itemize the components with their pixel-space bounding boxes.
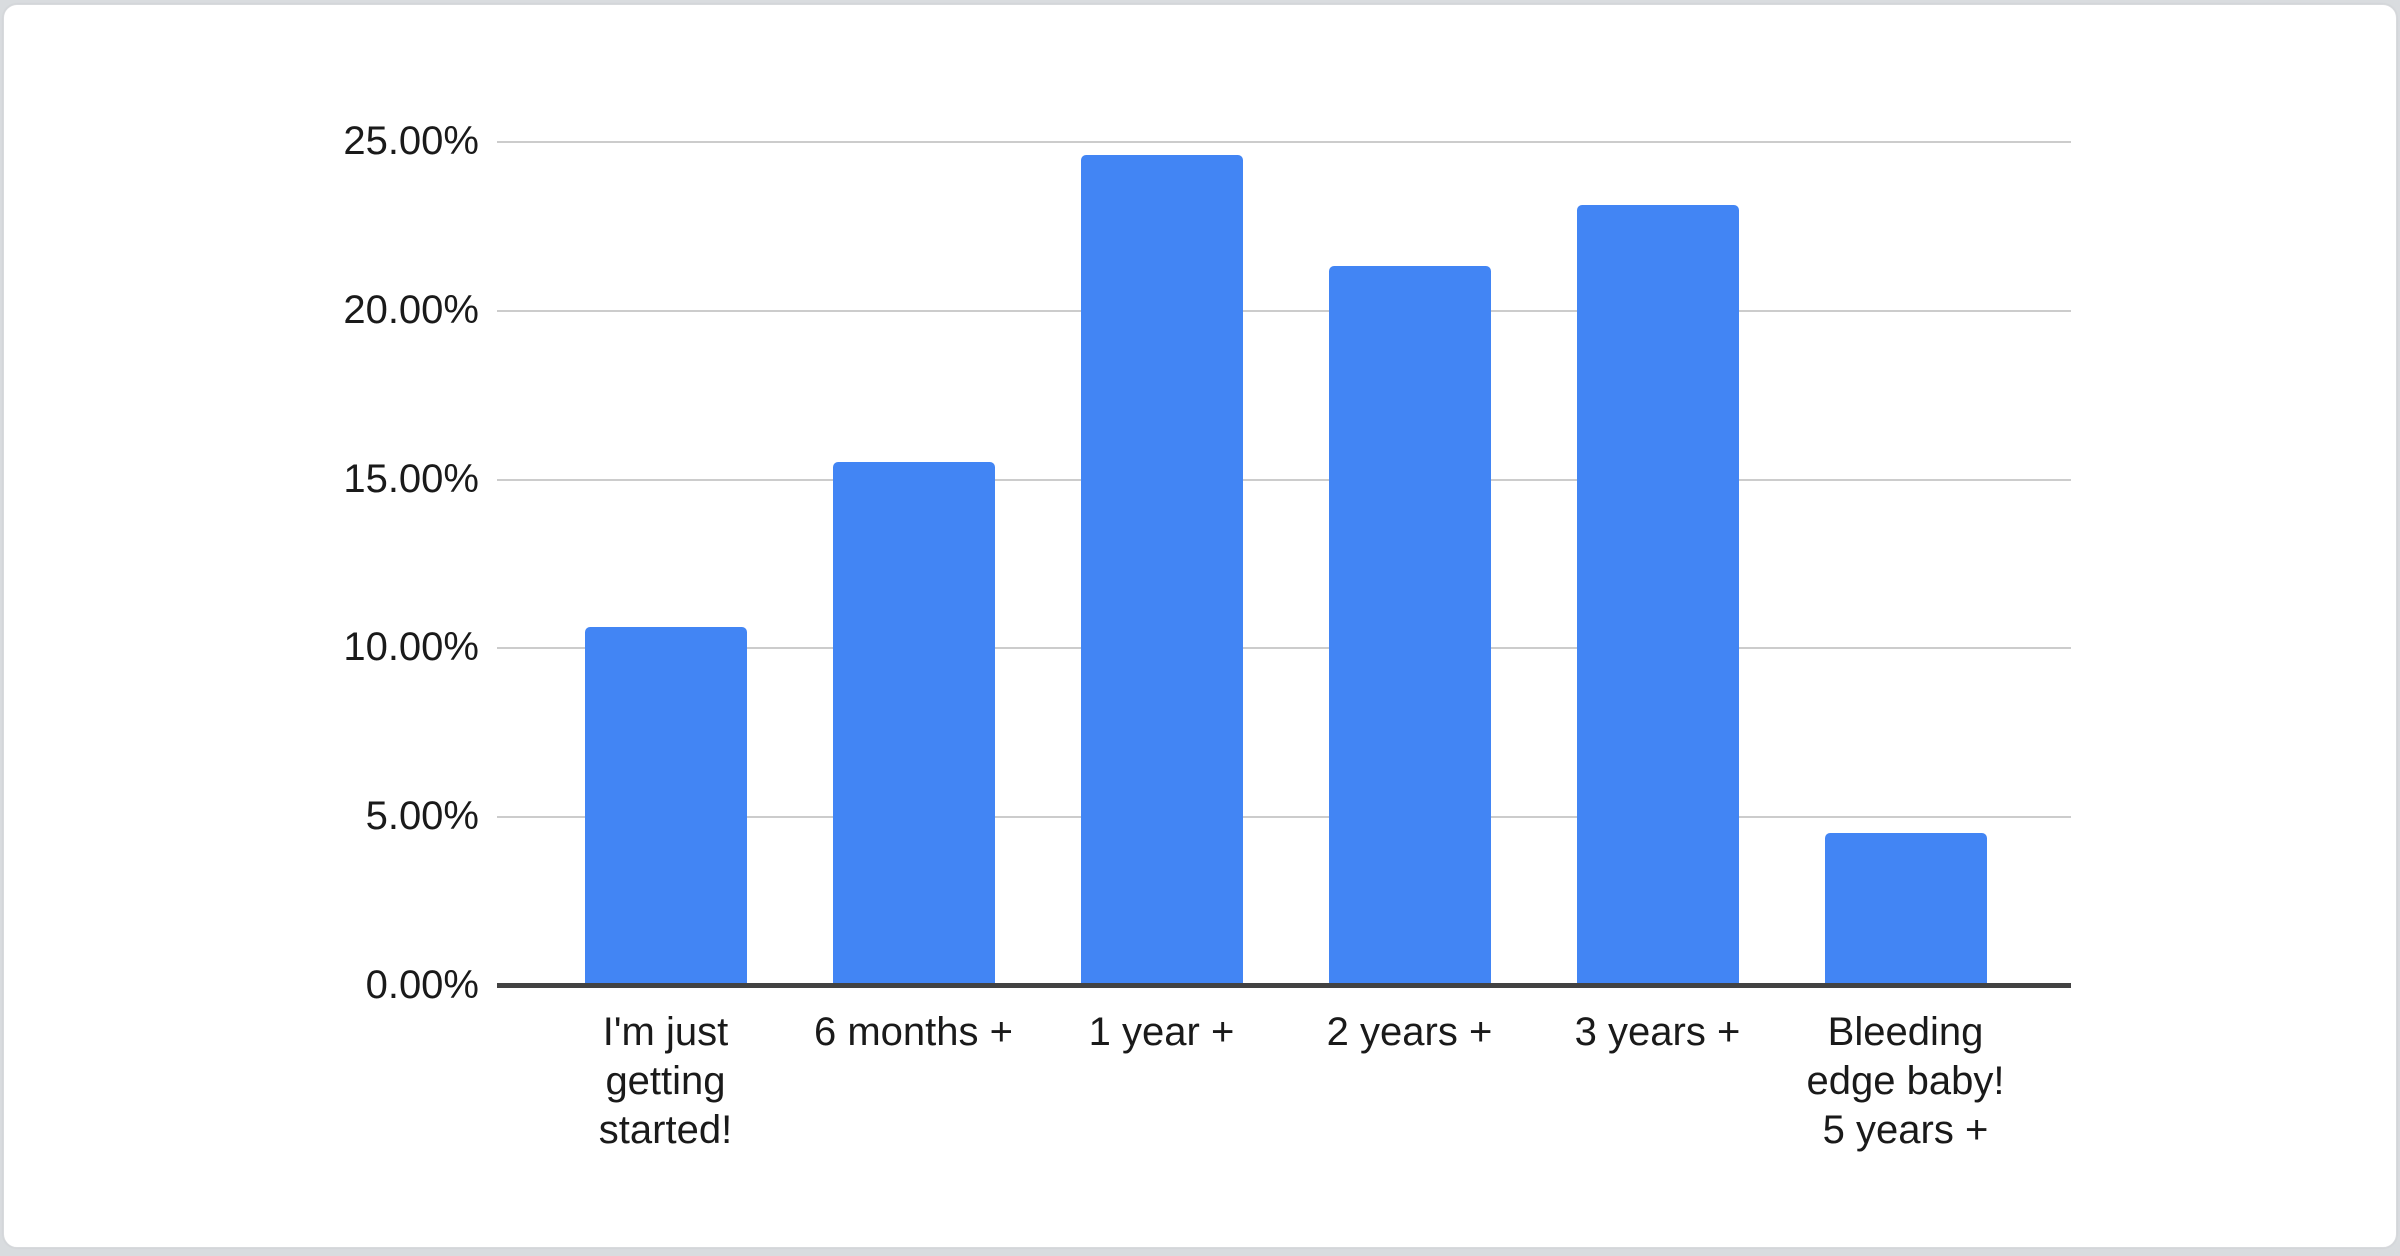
y-tick-label-10pct: 10.00% — [343, 625, 479, 670]
gridline-5pct — [497, 816, 2071, 819]
y-tick-label-25pct: 25.00% — [343, 119, 479, 163]
bar-4[interactable] — [1328, 265, 1491, 985]
x-category-label-1: I'm just getting started! — [506, 1008, 826, 1155]
y-tick-label-0pct: 0.00% — [365, 963, 479, 1007]
x-category-label-5: 3 years + — [1498, 1008, 1818, 1057]
gridline-10pct — [497, 647, 2071, 650]
gridline-20pct — [497, 309, 2071, 312]
x-category-label-line: Bleeding — [1827, 1010, 1984, 1054]
gridline-25pct — [497, 141, 2071, 143]
x-category-label-line: 1 year + — [1088, 1010, 1235, 1054]
x-category-label-4: 2 years + — [1250, 1008, 1570, 1057]
y-tick-label-5pct: 5.00% — [365, 794, 479, 839]
bar-2[interactable] — [832, 461, 995, 985]
x-category-label-line: 2 years + — [1326, 1010, 1493, 1054]
y-tick-label-15pct: 15.00% — [343, 456, 479, 501]
y-tick-label-20pct: 20.00% — [343, 287, 479, 332]
x-category-label-line: getting — [605, 1059, 726, 1103]
plot-area — [497, 141, 2071, 988]
bar-3[interactable] — [1080, 154, 1243, 985]
x-axis-line — [497, 983, 2071, 988]
x-category-label-line: 3 years + — [1574, 1010, 1741, 1054]
x-category-label-2: 6 months + — [754, 1008, 1074, 1057]
bar-5[interactable] — [1576, 205, 1739, 985]
x-category-label-line: I'm just — [602, 1010, 729, 1054]
chart-card: 0.00% 5.00% 10.00% 15.00% 20.00% 25.00% I'm j… — [3, 4, 2397, 1248]
bar-1[interactable] — [584, 627, 747, 985]
x-category-label-6: Bleeding edge baby! 5 years + — [1746, 1008, 2066, 1155]
x-category-label-line: 6 months + — [813, 1010, 1013, 1054]
x-category-label-line: 5 years + — [1822, 1108, 1989, 1152]
x-category-label-line: edge baby! — [1806, 1059, 2005, 1103]
x-category-label-line: started! — [598, 1108, 733, 1152]
gridline-15pct — [497, 478, 2071, 481]
bar-6[interactable] — [1824, 833, 1987, 985]
x-category-label-3: 1 year + — [1002, 1008, 1322, 1057]
